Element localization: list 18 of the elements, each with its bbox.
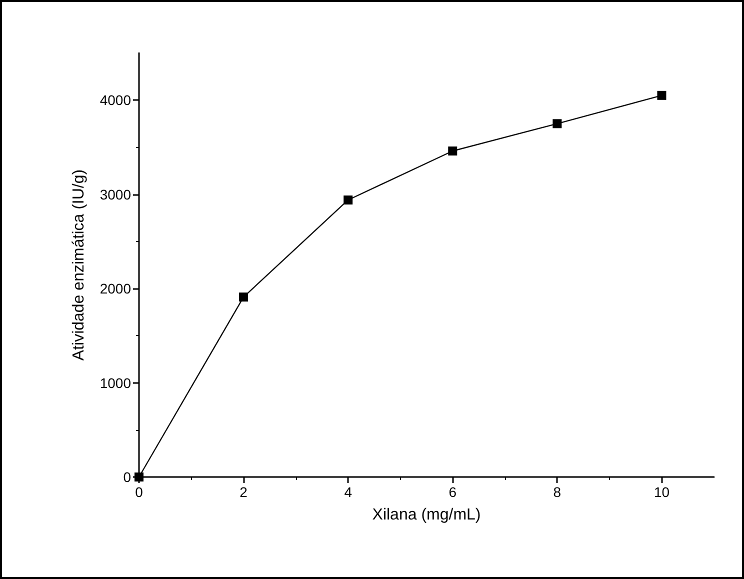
x-tick-label: 4: [344, 484, 352, 500]
point: [344, 195, 353, 204]
x-tick-label: 0: [135, 484, 144, 500]
x-tick-label: 8: [553, 484, 562, 500]
y-axis-title: Atividade enzimática (IU/g): [70, 169, 88, 361]
y-tick-label: 0: [123, 469, 132, 485]
point: [552, 119, 562, 128]
y-tick-label: 3000: [100, 186, 132, 202]
x-tick-label: 2: [240, 484, 248, 500]
y-tick-label: 1000: [100, 374, 132, 391]
y-tick-label: 4000: [100, 92, 132, 108]
point: [448, 146, 458, 156]
y-tick-label: 2000: [100, 280, 132, 297]
x-tick-label: 10: [654, 484, 670, 500]
point: [239, 292, 248, 302]
x-tick-label: 6: [448, 484, 457, 500]
x-axis-title: Xilana (mg/mL): [372, 506, 481, 524]
point: [657, 90, 666, 100]
